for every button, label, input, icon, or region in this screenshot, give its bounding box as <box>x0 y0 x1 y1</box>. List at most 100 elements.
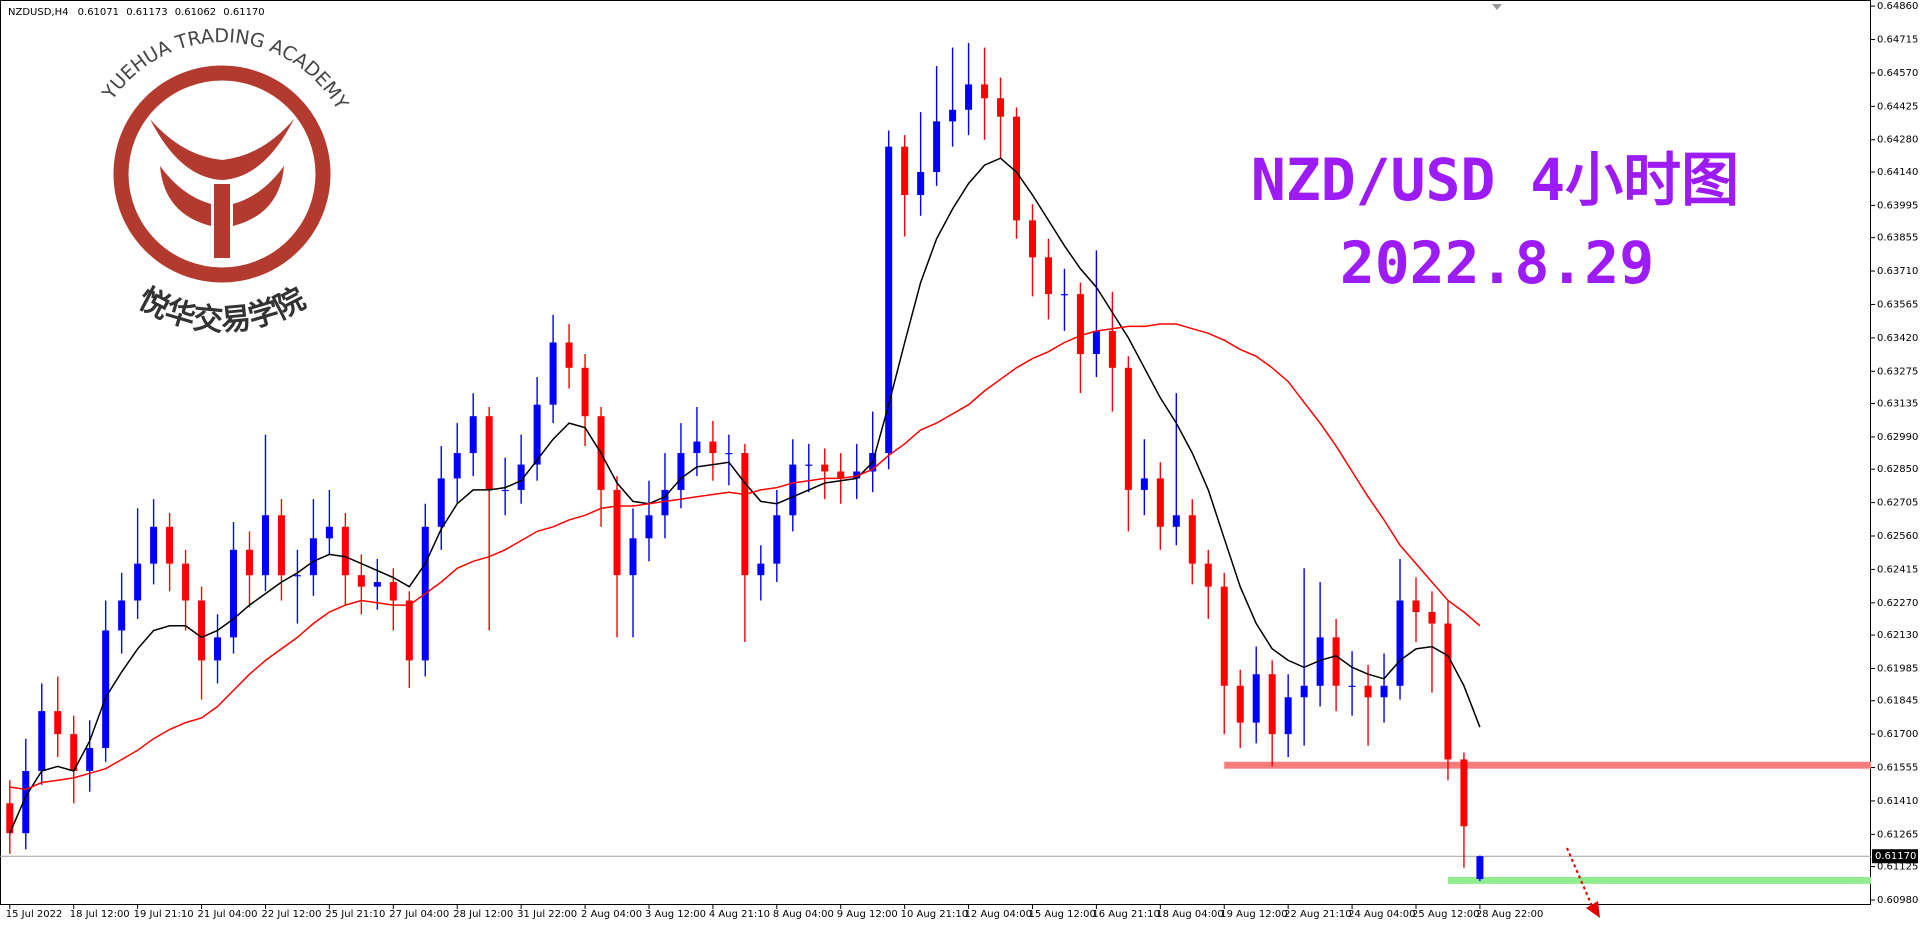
candle-body <box>933 121 941 172</box>
candle-body <box>1060 294 1068 296</box>
logo-right <box>233 166 284 226</box>
candle-body <box>1172 515 1180 527</box>
x-tick-label: 19 Jul 21:10 <box>134 909 194 920</box>
y-tick-label: 0.61555 <box>1877 763 1918 774</box>
candle-body <box>198 600 206 661</box>
candle-body <box>725 453 733 455</box>
x-tick-label: 27 Jul 04:00 <box>389 909 449 920</box>
header: NZDUSD,H4 0.61071 0.61173 0.61062 0.6117… <box>8 7 265 18</box>
candle-body <box>150 526 158 564</box>
candle-body <box>245 549 253 576</box>
y-tick-label: 0.63855 <box>1877 233 1918 244</box>
candle-body <box>22 770 30 834</box>
logo-stem <box>214 184 230 258</box>
candle-body <box>837 471 845 479</box>
y-tick-label: 0.62705 <box>1877 498 1918 509</box>
candle-body <box>549 342 557 405</box>
candle-body <box>789 464 797 516</box>
candle-body <box>1188 515 1196 564</box>
x-tick-label: 2 Aug 04:00 <box>581 909 642 920</box>
candle-body <box>1364 685 1372 698</box>
candle-body <box>405 600 413 661</box>
header-high: 0.61173 <box>126 7 167 18</box>
y-tick-label: 0.62850 <box>1877 464 1918 475</box>
candle-body <box>901 146 909 196</box>
candle-body <box>1444 623 1452 760</box>
candle-body <box>1380 685 1388 698</box>
header-low: 0.61062 <box>175 7 216 18</box>
chart-subtitle: 2022.8.29 <box>1340 229 1654 297</box>
y-tick-label: 0.62415 <box>1877 564 1918 575</box>
y-tick-label: 0.63710 <box>1877 266 1918 277</box>
candle-body <box>757 563 765 576</box>
y-tick-label: 0.63420 <box>1877 333 1918 344</box>
candle-body <box>1108 330 1116 368</box>
candle-body <box>693 441 701 454</box>
x-tick-label: 28 Aug 22:00 <box>1476 909 1543 920</box>
candle-body <box>309 538 317 576</box>
candle-body <box>1396 600 1404 686</box>
last-price-box <box>1872 849 1918 864</box>
candle-body <box>6 803 14 834</box>
x-tick-label: 22 Aug 21:10 <box>1284 909 1351 920</box>
candle-body <box>565 342 573 368</box>
candle-body <box>1220 586 1228 686</box>
candle-body <box>741 453 749 576</box>
candle-body <box>357 575 365 587</box>
ma-line <box>9 323 1481 791</box>
y-tick-label: 0.60980 <box>1877 895 1918 906</box>
x-tick-label: 15 Jul 2022 <box>6 909 63 920</box>
arrow <box>1566 847 1593 907</box>
last-price-label: 0.61170 <box>1875 851 1916 862</box>
y-tick-label: 0.63565 <box>1877 299 1918 310</box>
x-tick-label: 25 Jul 21:10 <box>325 909 385 920</box>
arrow-head <box>1586 901 1600 918</box>
y-tick-label: 0.64570 <box>1877 68 1918 79</box>
candle-body <box>821 464 829 472</box>
candle-body <box>102 630 110 748</box>
candle-body <box>501 489 509 492</box>
candle-body <box>981 84 989 99</box>
candle-body <box>997 98 1005 117</box>
candle-body <box>853 471 861 479</box>
candle-body <box>773 515 781 564</box>
y-tick-label: 0.63275 <box>1877 366 1918 377</box>
candle-body <box>214 637 222 661</box>
candle-body <box>230 549 238 638</box>
candle-body <box>293 575 301 577</box>
y-tick-label: 0.61265 <box>1877 829 1918 840</box>
y-tick-label: 0.61410 <box>1877 796 1918 807</box>
header-close: 0.61170 <box>223 7 264 18</box>
candle-body <box>1428 612 1436 624</box>
candle-body <box>1300 685 1308 698</box>
y-tick-label: 0.64425 <box>1877 101 1918 112</box>
candle-body <box>917 171 925 196</box>
candle-body <box>1204 563 1212 587</box>
candle-body <box>949 109 957 122</box>
x-tick-label: 19 Aug 12:00 <box>1220 909 1287 920</box>
candle-body <box>517 464 525 490</box>
candle-body <box>885 146 893 454</box>
candle-body <box>118 600 126 631</box>
y-tick-label: 0.62130 <box>1877 630 1918 641</box>
candle-body <box>1028 220 1036 258</box>
x-tick-label: 10 Aug 21:10 <box>901 909 968 920</box>
x-tick-label: 15 Aug 12:00 <box>1028 909 1095 920</box>
candle-body <box>134 563 142 601</box>
candle-body <box>1476 856 1484 880</box>
x-tick-label: 25 Aug 12:00 <box>1412 909 1479 920</box>
logo-cup <box>150 119 294 180</box>
candle-body <box>54 711 62 735</box>
candle-body <box>965 84 973 110</box>
scroll-marker <box>1492 4 1502 10</box>
y-tick-label: 0.63135 <box>1877 399 1918 410</box>
x-tick-label: 12 Aug 04:00 <box>965 909 1032 920</box>
candle-body <box>1460 759 1468 827</box>
candle-body <box>341 526 349 576</box>
candle-body <box>1268 674 1276 735</box>
candle-body <box>1236 685 1244 723</box>
y-tick-label: 0.63995 <box>1877 200 1918 211</box>
candle-body <box>166 526 174 564</box>
